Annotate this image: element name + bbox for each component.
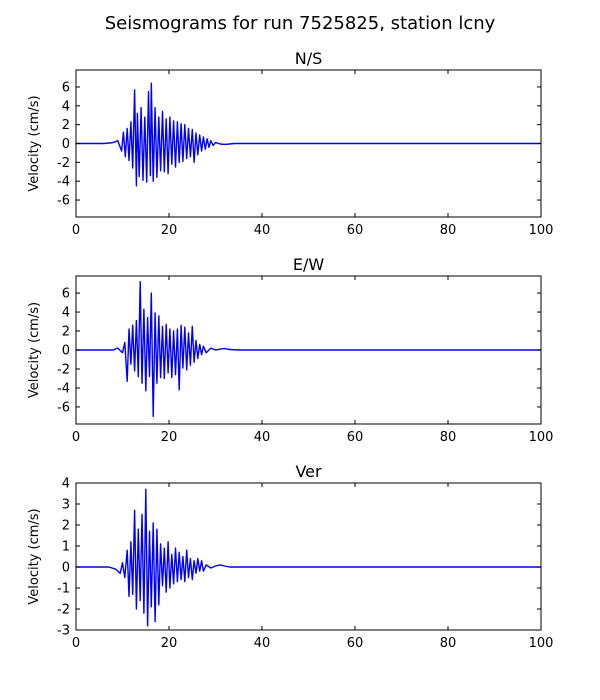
y-tick-label-1-1: -4 (57, 381, 70, 396)
y-tick-label-0-4: 2 (62, 118, 70, 133)
x-tick-label-2-5: 100 (529, 636, 554, 651)
x-tick-label-0-0: 0 (72, 223, 80, 238)
y-tick-label-2-3: 0 (62, 561, 70, 576)
x-tick-label-2-1: 20 (161, 636, 178, 651)
figure-title: Seismograms for run 7525825, station lcn… (105, 13, 496, 34)
y-tick-label-1-4: 2 (62, 325, 70, 340)
y-tick-label-2-2: -1 (57, 582, 70, 597)
y-tick-label-2-5: 2 (62, 519, 70, 534)
y-tick-label-0-2: -2 (57, 156, 70, 171)
y-tick-label-1-5: 4 (62, 306, 70, 321)
x-tick-label-1-4: 80 (440, 430, 457, 445)
x-tick-label-2-0: 0 (72, 636, 80, 651)
y-tick-label-2-1: -2 (57, 603, 70, 618)
y-tick-label-0-1: -4 (57, 175, 70, 190)
x-tick-label-0-5: 100 (529, 223, 554, 238)
y-tick-label-2-0: -3 (57, 624, 70, 639)
y-axis-label-0: Velocity (cm/s) (27, 95, 42, 191)
y-tick-label-1-2: -2 (57, 362, 70, 377)
series-line-2 (76, 488, 541, 627)
y-tick-label-0-6: 6 (62, 80, 70, 95)
y-axis-label-2: Velocity (cm/s) (27, 508, 42, 604)
y-tick-label-1-6: 6 (62, 287, 70, 302)
y-tick-label-1-3: 0 (62, 344, 70, 359)
x-tick-label-0-2: 40 (254, 223, 271, 238)
y-tick-label-2-7: 4 (62, 477, 70, 492)
x-tick-label-0-1: 20 (161, 223, 178, 238)
x-tick-label-2-2: 40 (254, 636, 271, 651)
y-tick-label-1-0: -6 (57, 400, 70, 415)
y-tick-label-0-3: 0 (62, 137, 70, 152)
x-tick-label-1-2: 40 (254, 430, 271, 445)
panel-title-0: N/S (295, 49, 323, 68)
panel-title-1: E/W (293, 255, 325, 274)
x-tick-label-0-3: 60 (347, 223, 364, 238)
y-tick-label-2-4: 1 (62, 540, 70, 555)
x-tick-label-2-4: 80 (440, 636, 457, 651)
series-line-0 (76, 82, 541, 187)
plot-frame-2 (75, 482, 542, 631)
panel-title-2: Ver (295, 462, 322, 481)
series-line-1 (76, 281, 541, 418)
x-tick-label-2-3: 60 (347, 636, 364, 651)
x-tick-label-1-3: 60 (347, 430, 364, 445)
y-tick-label-0-0: -6 (57, 194, 70, 209)
x-tick-label-1-1: 20 (161, 430, 178, 445)
x-tick-label-1-0: 0 (72, 430, 80, 445)
y-tick-label-0-5: 4 (62, 99, 70, 114)
y-axis-label-1: Velocity (cm/s) (27, 302, 42, 398)
x-tick-label-1-5: 100 (529, 430, 554, 445)
y-tick-label-2-6: 3 (62, 498, 70, 513)
x-tick-label-0-4: 80 (440, 223, 457, 238)
